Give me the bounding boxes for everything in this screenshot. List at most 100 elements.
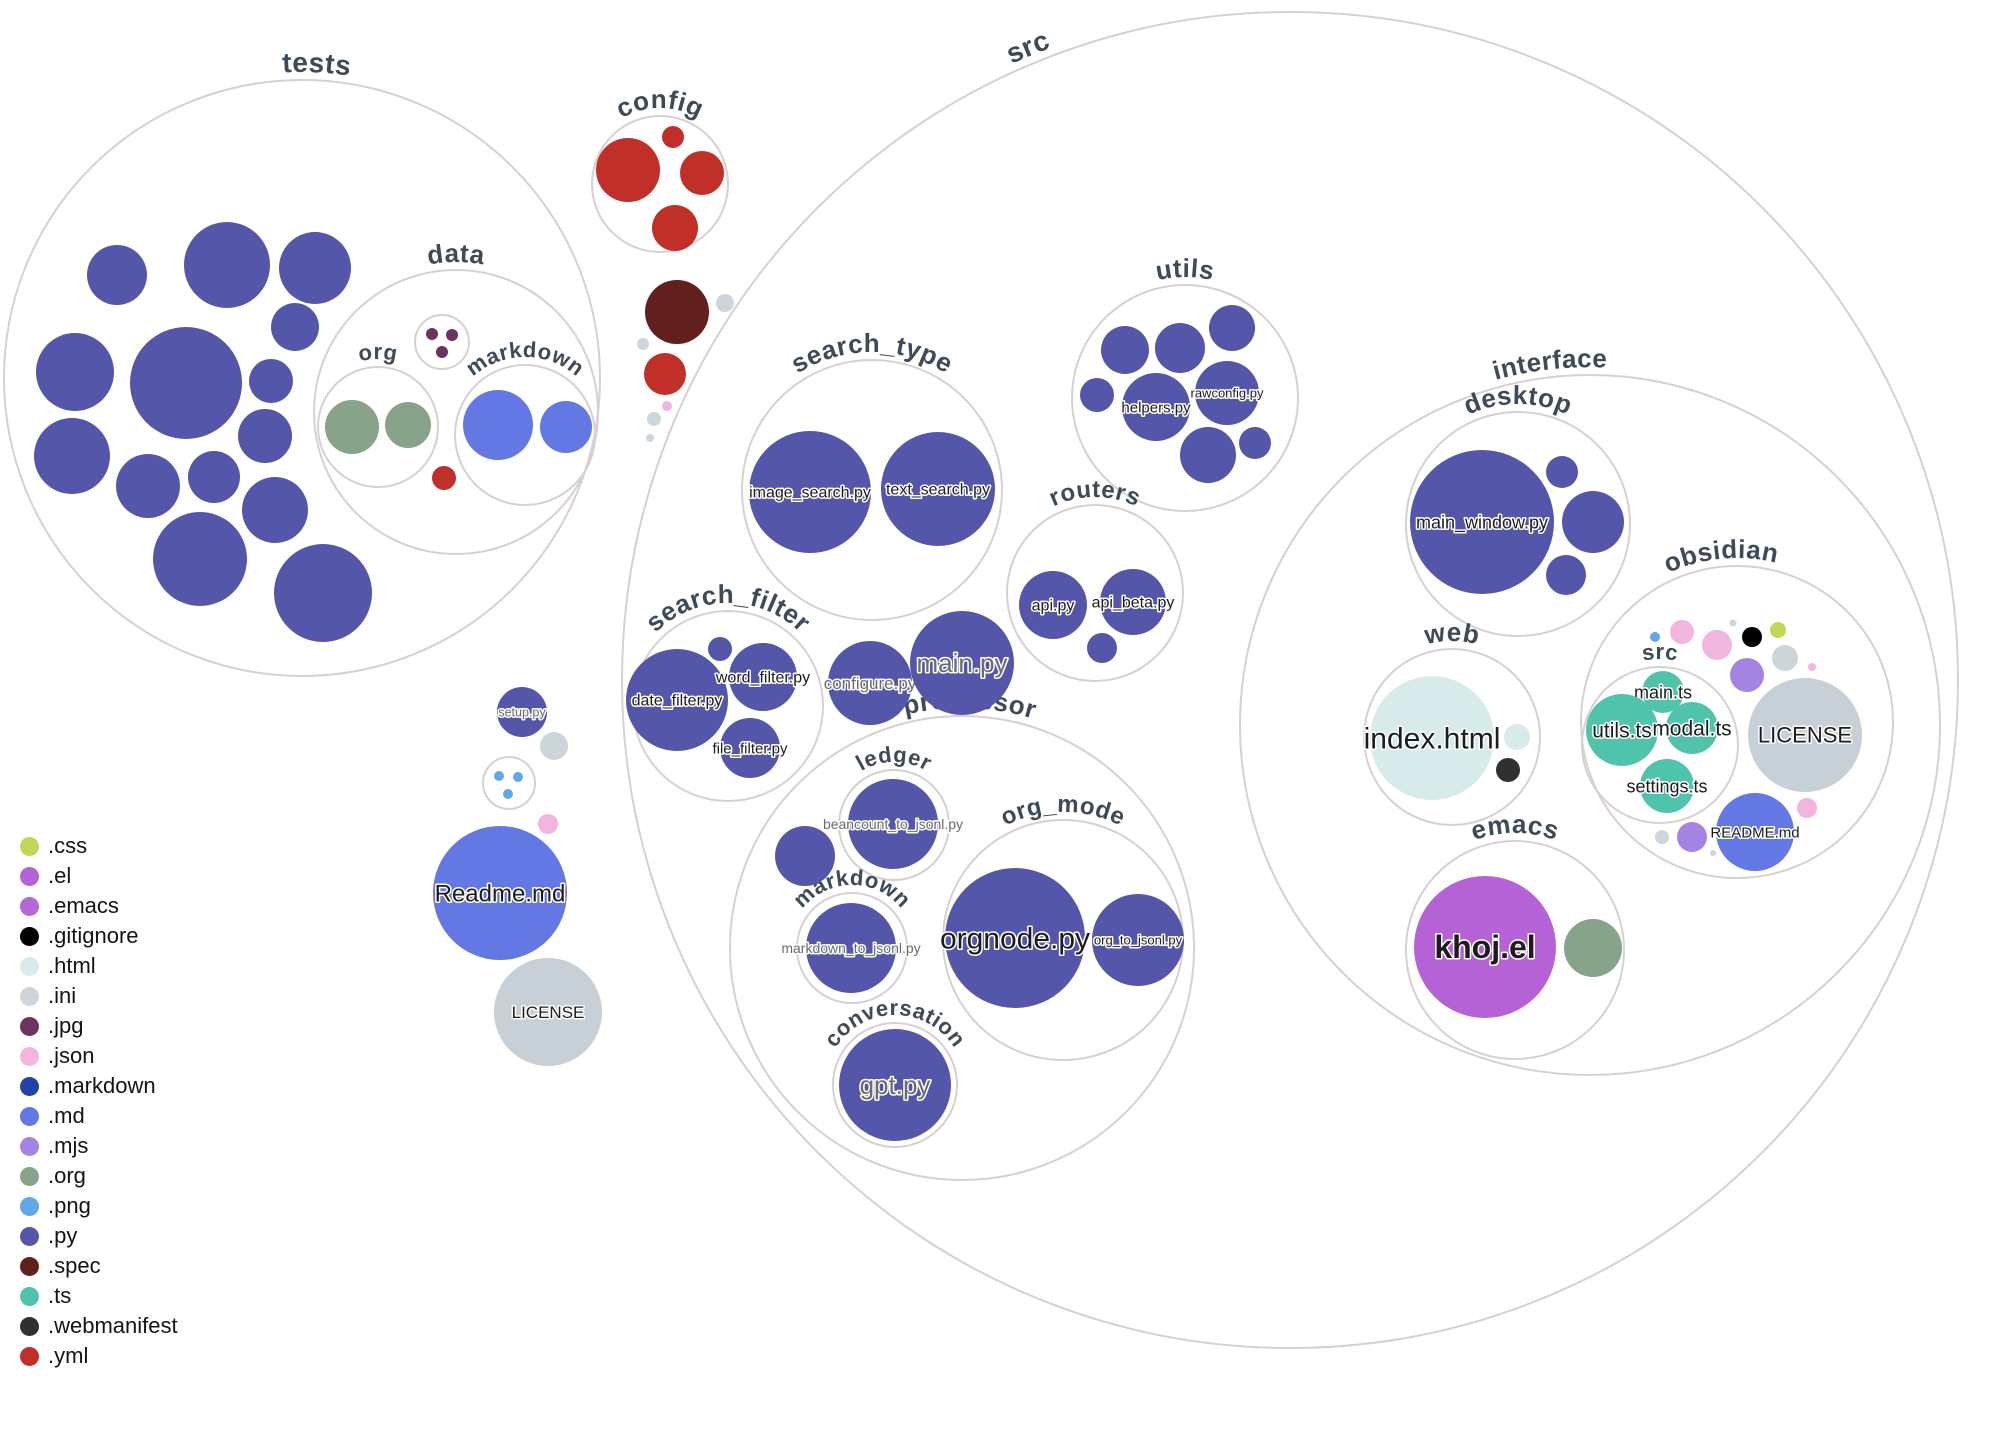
legend-swatch-gitignore	[20, 926, 39, 946]
file-main-ts-label: main.ts	[1634, 682, 1692, 702]
file-css-circle	[1770, 622, 1786, 638]
file-webmanifest-circle	[1496, 758, 1520, 782]
file-readme-md-circle	[433, 826, 567, 960]
file-jpg	[436, 346, 448, 358]
file-ini-circle	[1655, 830, 1669, 844]
file-settings-ts-circle	[1640, 759, 1694, 813]
file-md	[463, 390, 533, 460]
legend-swatch-markdown	[20, 1076, 39, 1096]
file-ini-circle	[646, 434, 654, 442]
folder-data-circle	[313, 269, 599, 555]
file-test-py	[87, 245, 147, 305]
legend-swatch-mjs	[20, 1136, 39, 1156]
file-ini-circle	[540, 732, 568, 760]
legend-item-gitignore: .gitignore	[20, 921, 178, 951]
file-yml-circle	[596, 138, 660, 202]
folder-data-images-circle	[414, 314, 470, 370]
file-api-py: api.py	[1019, 571, 1087, 639]
file-py	[1087, 633, 1117, 663]
folder-desktop-label: desktop	[1459, 380, 1576, 420]
file-mjs	[1677, 822, 1707, 852]
file-api-py-label: api.py	[1032, 598, 1075, 615]
file-main-py-circle	[910, 611, 1014, 715]
file-png	[1650, 632, 1660, 642]
file-test-py	[242, 477, 308, 543]
legend-item-ini: .ini	[20, 981, 178, 1011]
file-test-py	[249, 359, 293, 403]
file-obsidian-readme-md-label: README.md	[1710, 824, 1799, 841]
legend-swatch-py	[20, 1226, 39, 1246]
file-py-circle	[1155, 323, 1205, 373]
svg-text:org: org	[356, 339, 399, 366]
legend-label-jpg: .jpg	[48, 1013, 84, 1038]
file-ini-circle	[1729, 619, 1737, 627]
folder-tests: tests	[3, 47, 601, 677]
folder-processor-circle	[729, 715, 1195, 1181]
file-ini	[716, 294, 734, 312]
file-beancount-to-jsonl-py: beancount_to_jsonl.py	[821, 779, 965, 869]
file-gpt-py-label: gpt.py	[860, 1070, 931, 1100]
svg-text:org_mode: org_mode	[997, 791, 1130, 831]
file-word-filter-py-circle	[729, 643, 797, 711]
folder-obsidian-src: src	[1581, 639, 1739, 824]
svg-text:routers: routers	[1045, 476, 1144, 512]
file-json	[1702, 630, 1732, 660]
file-jpg	[426, 328, 438, 340]
legend-swatch-org	[20, 1166, 39, 1186]
file-word-filter-py: word_filter.py	[713, 643, 812, 711]
file-ini	[637, 338, 649, 350]
file-test-py-circle	[242, 477, 308, 543]
svg-text:markdown: markdown	[461, 337, 589, 381]
file-py-circle	[1080, 378, 1114, 412]
file-configure-py-label: configure.py	[824, 674, 917, 693]
file-yml	[662, 126, 684, 148]
folder-utils-circle	[1071, 284, 1299, 512]
file-index-html-circle	[1370, 676, 1494, 800]
file-test-py	[279, 232, 351, 304]
file-gpt-py-circle	[839, 1029, 951, 1141]
svg-text:src: src	[1640, 639, 1679, 665]
file-file-filter-py-circle	[720, 718, 780, 778]
legend-label-emacs: .emacs	[48, 893, 119, 918]
file-main-py: main.py	[910, 611, 1014, 715]
file-test-py-circle	[153, 512, 247, 606]
file-word-filter-py-label: word_filter.py	[715, 670, 810, 687]
file-org-to-jsonl-py: org_to_jsonl.py	[1092, 894, 1184, 986]
file-test-py-circle	[34, 418, 110, 494]
file-test-py-circle	[130, 327, 242, 439]
legend-label-yml: .yml	[48, 1343, 89, 1368]
file-file-filter-py: file_filter.py	[711, 718, 790, 778]
file-org	[385, 402, 431, 448]
svg-text:search_filter: search_filter	[639, 579, 816, 638]
file-py	[1546, 555, 1586, 595]
svg-text:utils: utils	[1153, 253, 1217, 286]
file-image-search-py: image_search.py	[748, 431, 872, 553]
file-main-ts-circle	[1642, 671, 1684, 713]
legend-label-png: .png	[48, 1193, 91, 1218]
file-json-circle	[662, 401, 672, 411]
file-test-py-circle	[36, 333, 114, 411]
file-jpg-circle	[436, 346, 448, 358]
file-test-py	[36, 333, 114, 411]
legend-swatch-json	[20, 1046, 39, 1066]
legend-swatch-webmanifest	[20, 1316, 39, 1336]
file-api-beta-py-label: api_beta.py	[1092, 595, 1175, 612]
file-modal-ts-circle	[1666, 702, 1718, 754]
file-py	[1562, 491, 1624, 553]
file-org-to-jsonl-py-label: org_to_jsonl.py	[1094, 933, 1183, 948]
file-py	[1180, 427, 1236, 483]
file-test-py	[153, 512, 247, 606]
legend-swatch-css	[20, 836, 39, 856]
legend-label-org: .org	[48, 1163, 86, 1188]
file-html	[1504, 724, 1530, 750]
file-spec	[645, 280, 709, 344]
file-date-filter-py: date_filter.py	[626, 649, 728, 751]
file-test-py-circle	[184, 222, 270, 308]
file-json	[1670, 620, 1694, 644]
legend-swatch-el	[20, 866, 39, 886]
folder-data-org-label: org	[356, 339, 399, 366]
file-ini	[1655, 830, 1669, 844]
file-png-circle	[494, 771, 504, 781]
file-jpg-circle	[446, 329, 458, 341]
